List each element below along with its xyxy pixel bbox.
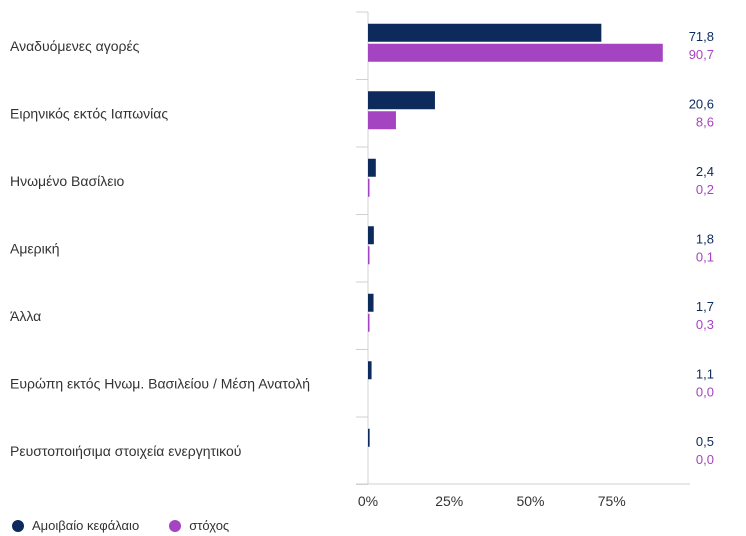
bar-target (368, 313, 370, 332)
category-label: Αναδυόμενες αγορές (10, 38, 140, 54)
value-label-target: 90,7 (689, 47, 714, 62)
value-label-fund: 2,4 (696, 164, 714, 179)
legend-swatch-target (169, 519, 182, 532)
legend-item-target: στόχος (169, 518, 229, 533)
value-label-fund: 1,1 (696, 366, 714, 381)
value-label-target: 0,2 (696, 182, 714, 197)
legend-swatch-fund (12, 519, 24, 532)
value-label-target: 8,6 (696, 114, 714, 129)
bar-fund (368, 23, 602, 42)
category-label: Ευρώπη εκτός Ηνωμ. Βασιλείου / Μέση Ανατ… (10, 375, 310, 391)
value-label-target: 0,1 (696, 249, 714, 264)
bar-fund (368, 226, 374, 245)
category-label: Αμερική (10, 240, 60, 256)
value-label-target: 0,0 (696, 384, 714, 399)
x-tick-label: 75% (598, 493, 626, 509)
bar-fund (368, 428, 370, 447)
bar-target (368, 178, 370, 197)
category-label: Ρευστοποιήσιμα στοιχεία ενεργητικού (10, 443, 241, 459)
bar-target (368, 43, 663, 62)
bar-target (368, 246, 370, 265)
category-label: Ειρηνικός εκτός Ιαπωνίας (10, 105, 168, 121)
bar-fund (368, 361, 372, 380)
x-tick-label: 0% (358, 493, 378, 509)
value-label-target: 0,0 (696, 452, 714, 467)
value-label-fund: 71,8 (689, 29, 714, 44)
legend-label-fund: Αμοιβαίο κεφάλαιο (32, 518, 140, 533)
legend: Αμοιβαίο κεφάλαιο στόχος (12, 518, 259, 533)
bar-chart: Αναδυόμενες αγορές 71,8 90,7 Ειρηνικός εκτό… (10, 11, 714, 509)
x-tick-label: 50% (516, 493, 544, 509)
value-label-fund: 1,7 (696, 299, 714, 314)
value-label-fund: 1,8 (696, 231, 714, 246)
value-label-fund: 20,6 (689, 96, 714, 111)
bar-fund (368, 91, 435, 110)
bar-fund (368, 293, 374, 312)
legend-item-fund: Αμοιβαίο κεφάλαιο (12, 518, 139, 533)
category-label: Ηνωμένο Βασίλειο (10, 173, 125, 189)
x-tick-label: 25% (435, 493, 463, 509)
value-label-fund: 0,5 (696, 434, 714, 449)
value-label-target: 0,3 (696, 317, 714, 332)
category-label: Άλλα (10, 308, 41, 324)
legend-label-target: στόχος (189, 518, 230, 533)
bar-fund (368, 158, 376, 177)
bar-target (368, 111, 396, 130)
